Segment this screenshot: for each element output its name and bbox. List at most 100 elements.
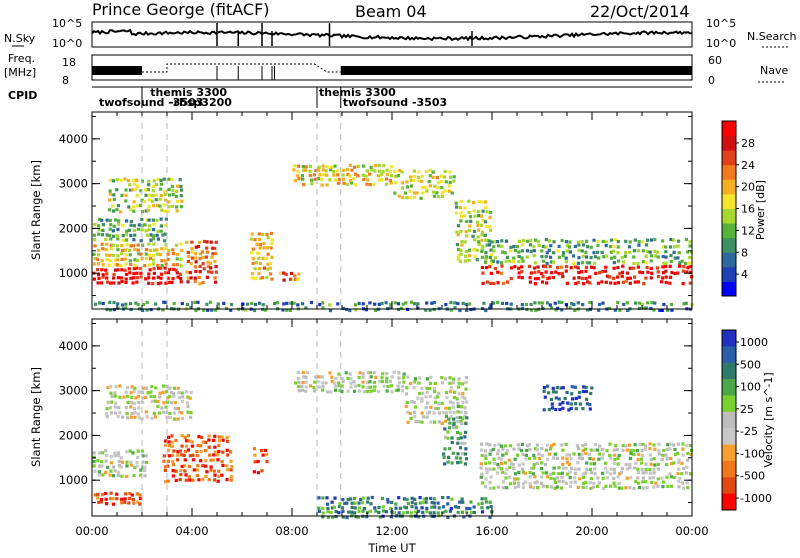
heatmap-cell (484, 251, 488, 255)
heatmap-cell (669, 302, 673, 307)
heatmap-cell (204, 474, 208, 479)
heatmap-cell (496, 240, 500, 244)
heatmap-cell (537, 301, 541, 305)
heatmap-cell (484, 453, 488, 457)
heatmap-cell (646, 301, 650, 305)
heatmap-cell (504, 259, 508, 263)
heatmap-cell (521, 452, 525, 457)
heatmap-cell (262, 242, 266, 246)
heatmap-cell (158, 197, 162, 201)
heatmap-cell (119, 264, 123, 268)
cpid-program-label: themis 3300 (319, 86, 396, 99)
heatmap-cell (479, 475, 483, 479)
heatmap-cell (156, 252, 160, 256)
colorbar-tick-label: -25 (740, 425, 758, 438)
heatmap-cell (325, 496, 329, 500)
heatmap-cell (420, 399, 424, 403)
heatmap-cell (644, 444, 648, 448)
heatmap-cell (433, 396, 437, 400)
heatmap-cell (505, 255, 510, 259)
heatmap-cell (304, 168, 308, 172)
heatmap-cell (605, 470, 609, 474)
cpid-program-label: themis 3300 (150, 86, 227, 99)
heatmap-cell (567, 408, 571, 412)
heatmap-cell (207, 434, 211, 438)
colorbar-tick-label: 8 (741, 246, 748, 259)
heatmap-cell (94, 302, 98, 306)
heatmap-cell (213, 260, 217, 264)
heatmap-cell (304, 165, 308, 169)
heatmap-cell (167, 177, 171, 181)
heatmap-cell (612, 453, 617, 457)
heatmap-cell (337, 177, 341, 181)
heatmap-cell (481, 219, 485, 223)
heatmap-cell (493, 266, 497, 271)
heatmap-cell (152, 271, 156, 275)
heatmap-cell (616, 462, 620, 466)
heatmap-cell (394, 502, 398, 506)
heatmap-cell (198, 282, 202, 286)
heatmap-cell (144, 256, 148, 261)
heatmap-cell (652, 443, 656, 447)
heatmap-cell (428, 174, 432, 178)
heatmap-cell (118, 411, 122, 415)
heatmap-cell (493, 256, 497, 260)
heatmap-cell (668, 281, 672, 285)
heatmap-cell (656, 477, 660, 481)
heatmap-cell (214, 270, 218, 274)
heatmap-cell (167, 435, 171, 439)
heatmap-cell (113, 262, 117, 266)
heatmap-cell (644, 467, 648, 471)
heatmap-cell (484, 497, 488, 501)
heatmap-cell (118, 395, 122, 399)
heatmap-cell (133, 386, 137, 390)
heatmap-cell (449, 415, 453, 419)
heatmap-cell (501, 447, 505, 451)
heatmap-cell (340, 506, 345, 510)
heatmap-cell (209, 458, 213, 462)
heatmap-cell (413, 377, 417, 381)
heatmap-cell (609, 238, 614, 242)
heatmap-cell (589, 256, 593, 260)
heatmap-cell (444, 411, 448, 415)
heatmap-cell (685, 270, 689, 274)
heatmap-cell (576, 240, 580, 244)
heatmap-cell (561, 448, 565, 452)
heatmap-cell (442, 452, 446, 456)
heatmap-cell (540, 249, 544, 253)
velocity-ylabel: Slant Range [km] (29, 367, 43, 467)
heatmap-cell (380, 496, 385, 501)
heatmap-cell (415, 191, 419, 195)
heatmap-cell (140, 390, 144, 395)
heatmap-cell (341, 515, 345, 519)
heatmap-cell (480, 233, 484, 237)
heatmap-cell (595, 448, 599, 452)
heatmap-cell (151, 184, 155, 188)
heatmap-cell (244, 308, 248, 312)
noise-trace (91, 23, 693, 46)
heatmap-cell (159, 182, 163, 186)
heatmap-cell (480, 442, 484, 446)
heatmap-cell (664, 255, 668, 259)
heatmap-cell (461, 500, 465, 504)
heatmap-cell (414, 510, 418, 514)
heatmap-cell (677, 485, 681, 489)
heatmap-cell (143, 188, 148, 192)
heatmap-cell (680, 481, 685, 485)
heatmap-cell (133, 264, 137, 268)
heatmap-cell (111, 204, 115, 208)
heatmap-cell (344, 371, 348, 375)
heatmap-cell (152, 228, 156, 232)
heatmap-cell (580, 240, 584, 244)
heatmap-cell (682, 466, 686, 471)
heatmap-cell (537, 243, 541, 247)
heatmap-cell (304, 375, 308, 380)
heatmap-cell (661, 239, 665, 243)
heatmap-cell (644, 254, 648, 258)
heatmap-cell (109, 237, 113, 241)
heatmap-cell (112, 209, 116, 213)
heatmap-cell (465, 506, 469, 510)
heatmap-cell (452, 422, 456, 426)
heatmap-cell (111, 179, 115, 183)
heatmap-cell (612, 244, 616, 249)
